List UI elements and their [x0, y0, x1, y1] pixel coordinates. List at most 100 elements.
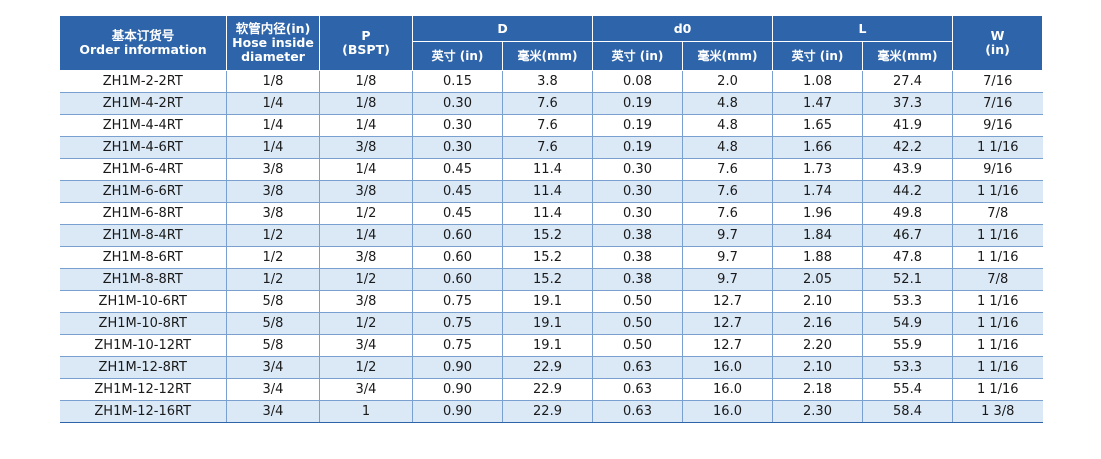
table-row: ZH1M-12-16RT 3/4 1 0.90 22.9 0.63 16.0 2.30 58.4… [59, 400, 1043, 423]
table-body: ZH1M-2-2RT 1/8 1/8 0.15 3.8 0.08 2.0 1.08 27.4 7/… [59, 70, 1043, 423]
cell-d-mm: 11.4 [501, 202, 594, 225]
cell-order-number: ZH1M-8-4RT [59, 224, 227, 247]
cell-d0-inch: 0.38 [592, 268, 684, 291]
cell-d0-mm: 9.7 [682, 246, 774, 269]
cell-p-size: 1/2 [319, 202, 413, 225]
header-hose-en1: Hose inside [232, 35, 314, 50]
cell-d-mm: 7.6 [501, 114, 594, 137]
cell-w-size: 7/8 [952, 268, 1043, 291]
cell-d0-mm: 12.7 [682, 290, 774, 313]
table-row: ZH1M-10-12RT 5/8 3/4 0.75 19.1 0.50 12.7 2.20 55… [59, 334, 1043, 357]
cell-d0-mm: 12.7 [682, 334, 774, 357]
cell-d-mm: 19.1 [501, 334, 594, 357]
cell-hose-id: 1/4 [226, 114, 320, 137]
cell-d0-inch: 0.30 [592, 202, 684, 225]
cell-d0-inch: 0.19 [592, 92, 684, 115]
table-row: ZH1M-6-8RT 3/8 1/2 0.45 11.4 0.30 7.6 1.96 49.8 7… [59, 202, 1043, 225]
cell-l-mm: 43.9 [862, 158, 954, 181]
cell-d0-mm: 7.6 [682, 180, 774, 203]
cell-d-mm: 19.1 [501, 290, 594, 313]
cell-hose-id: 3/4 [226, 356, 320, 379]
cell-d0-mm: 12.7 [682, 312, 774, 335]
cell-order-number: ZH1M-12-16RT [59, 400, 227, 423]
cell-d-mm: 3.8 [501, 70, 594, 93]
cell-order-number: ZH1M-10-8RT [59, 312, 227, 335]
cell-l-inch: 1.73 [772, 158, 864, 181]
table-row: ZH1M-8-4RT 1/2 1/4 0.60 15.2 0.38 9.7 1.84 46.7 1… [59, 224, 1043, 247]
header-d: D [411, 15, 594, 42]
cell-hose-id: 3/4 [226, 378, 320, 401]
cell-d-mm: 15.2 [501, 268, 594, 291]
cell-l-mm: 49.8 [862, 202, 954, 225]
cell-order-number: ZH1M-2-2RT [59, 70, 227, 93]
cell-d0-mm: 9.7 [682, 224, 774, 247]
header-order-cn: 基本订货号 [111, 28, 175, 43]
cell-d-inch: 0.90 [412, 400, 503, 423]
cell-hose-id: 1/2 [226, 268, 320, 291]
cell-w-size: 1 1/16 [952, 180, 1043, 203]
cell-p-size: 3/4 [319, 378, 413, 401]
cell-l-inch: 2.20 [772, 334, 864, 357]
header-d0: d0 [592, 15, 774, 42]
cell-d-inch: 0.60 [412, 268, 503, 291]
cell-w-size: 1 1/16 [952, 378, 1043, 401]
cell-d0-mm: 7.6 [682, 202, 774, 225]
cell-w-size: 1 1/16 [952, 312, 1043, 335]
cell-d-mm: 19.1 [501, 312, 594, 335]
header-w: W (in) [952, 15, 1044, 71]
cell-l-mm: 46.7 [862, 224, 954, 247]
table-row: ZH1M-4-6RT 1/4 3/8 0.30 7.6 0.19 4.8 1.66 42.2 1 … [59, 136, 1043, 159]
table-row: ZH1M-6-6RT 3/8 3/8 0.45 11.4 0.30 7.6 1.74 44.2 1… [59, 180, 1043, 203]
cell-d0-mm: 4.8 [682, 92, 774, 115]
cell-d0-inch: 0.63 [592, 400, 684, 423]
header-l-inch: 英寸 (in) [772, 41, 864, 71]
cell-d0-mm: 7.6 [682, 158, 774, 181]
cell-w-size: 7/8 [952, 202, 1043, 225]
cell-l-mm: 58.4 [862, 400, 954, 423]
cell-d-inch: 0.45 [412, 158, 503, 181]
cell-d0-mm: 16.0 [682, 356, 774, 379]
header-d-mm: 毫米(mm) [501, 41, 594, 71]
cell-l-mm: 47.8 [862, 246, 954, 269]
cell-p-size: 3/8 [319, 180, 413, 203]
cell-d0-inch: 0.50 [592, 312, 684, 335]
cell-hose-id: 1/4 [226, 136, 320, 159]
cell-d-inch: 0.90 [412, 356, 503, 379]
cell-d-inch: 0.90 [412, 378, 503, 401]
cell-w-size: 9/16 [952, 114, 1043, 137]
header-hose-cn: 软管内径(in) [235, 21, 311, 36]
cell-d-inch: 0.30 [412, 114, 503, 137]
cell-d0-inch: 0.38 [592, 246, 684, 269]
cell-d0-mm: 16.0 [682, 378, 774, 401]
table-header: 基本订货号 Order information 软管内径(in) Hose in… [59, 15, 1044, 71]
cell-w-size: 1 1/16 [952, 290, 1043, 313]
cell-order-number: ZH1M-4-2RT [59, 92, 227, 115]
spec-table: 基本订货号 Order information 软管内径(in) Hose in… [59, 15, 1044, 423]
cell-d-inch: 0.75 [412, 290, 503, 313]
cell-order-number: ZH1M-4-4RT [59, 114, 227, 137]
cell-d0-inch: 0.08 [592, 70, 684, 93]
cell-d0-inch: 0.30 [592, 180, 684, 203]
cell-l-inch: 2.05 [772, 268, 864, 291]
cell-d0-inch: 0.63 [592, 356, 684, 379]
table-row: ZH1M-8-6RT 1/2 3/8 0.60 15.2 0.38 9.7 1.88 47.8 1… [59, 246, 1043, 269]
cell-d0-inch: 0.19 [592, 136, 684, 159]
header-w-unit: (in) [985, 42, 1010, 57]
cell-order-number: ZH1M-6-4RT [59, 158, 227, 181]
cell-l-mm: 55.4 [862, 378, 954, 401]
header-order: 基本订货号 Order information [59, 15, 227, 71]
cell-d-inch: 0.75 [412, 334, 503, 357]
header-d-inch: 英寸 (in) [412, 41, 503, 71]
cell-p-size: 3/4 [319, 334, 413, 357]
cell-l-inch: 1.84 [772, 224, 864, 247]
cell-d-mm: 22.9 [501, 356, 594, 379]
cell-hose-id: 5/8 [226, 290, 320, 313]
cell-l-mm: 52.1 [862, 268, 954, 291]
cell-order-number: ZH1M-12-12RT [59, 378, 227, 401]
cell-d0-mm: 16.0 [682, 400, 774, 423]
header-p-label: P [361, 28, 371, 43]
table-row: ZH1M-2-2RT 1/8 1/8 0.15 3.8 0.08 2.0 1.08 27.4 7/… [59, 70, 1043, 93]
cell-p-size: 3/8 [319, 136, 413, 159]
cell-l-mm: 53.3 [862, 356, 954, 379]
header-l-mm: 毫米(mm) [862, 41, 954, 71]
